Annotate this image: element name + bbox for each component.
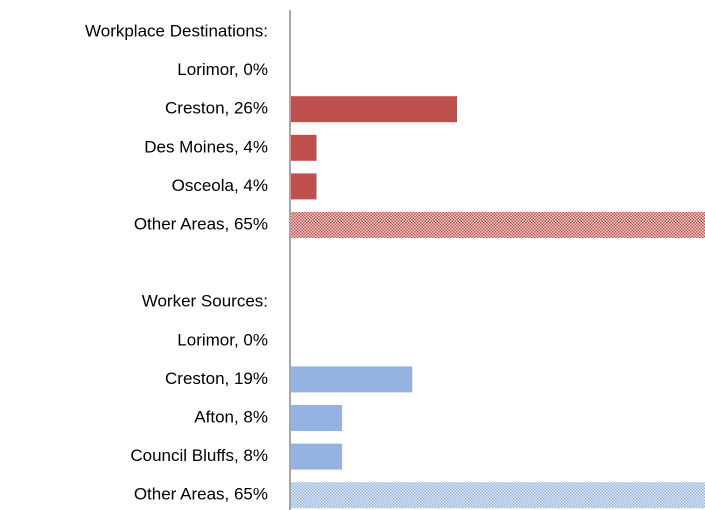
category-label: Afton, 8% (194, 407, 268, 426)
category-label: Council Bluffs, 8% (130, 446, 268, 465)
bar (291, 366, 413, 393)
category-label: Other Areas, 65% (134, 485, 268, 504)
category-label: Lorimor, 0% (177, 330, 268, 349)
bar (291, 173, 317, 200)
bar (291, 212, 705, 238)
bar (291, 96, 457, 123)
category-label: Other Areas, 65% (134, 214, 268, 233)
category-label: Des Moines, 4% (144, 137, 268, 156)
group-header: Workplace Destinations: (85, 21, 268, 40)
group-header: Worker Sources: (142, 292, 268, 311)
bar (291, 443, 343, 470)
bar (291, 482, 705, 509)
category-label: Lorimor, 0% (177, 60, 268, 79)
category-label: Creston, 26% (165, 99, 268, 118)
bar (291, 134, 317, 161)
bar (291, 405, 343, 431)
category-label: Creston, 19% (165, 369, 268, 388)
category-label: Osceola, 4% (172, 176, 268, 195)
